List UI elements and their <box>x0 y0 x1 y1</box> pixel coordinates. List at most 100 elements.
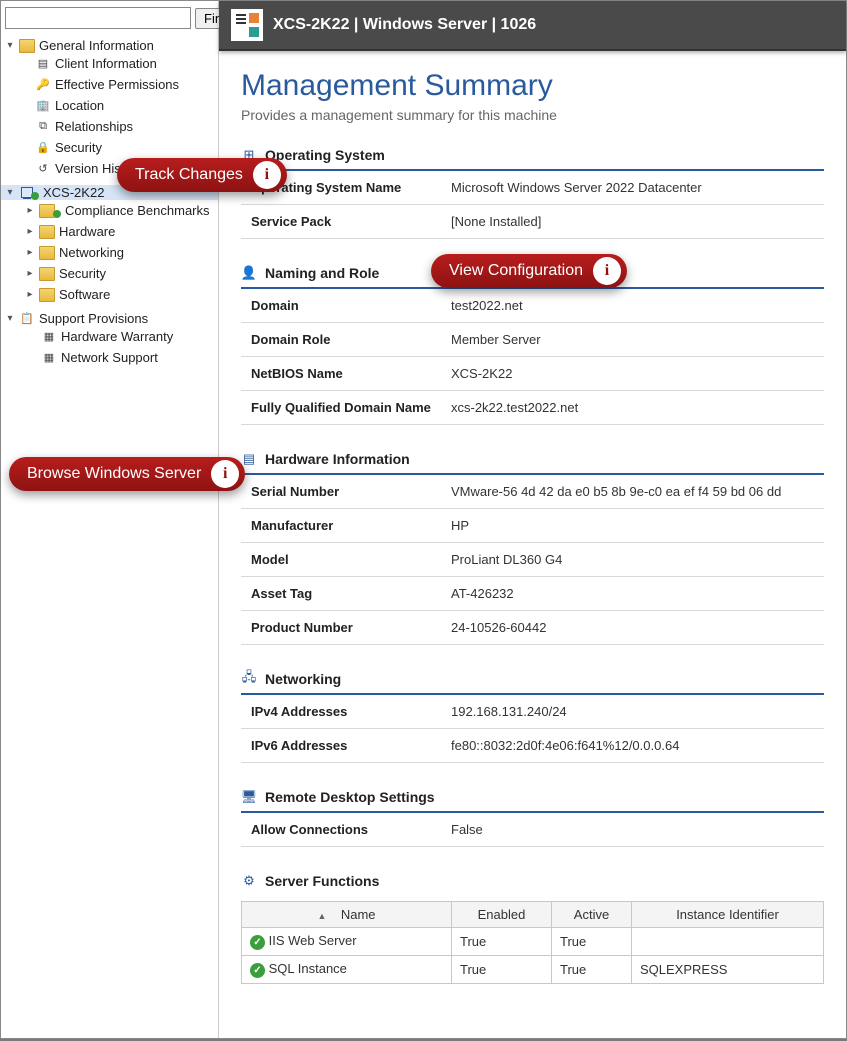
check-icon: ✓ <box>250 963 265 978</box>
page-subtitle: Provides a management summary for this m… <box>241 107 824 123</box>
section-title: Hardware Information <box>265 451 410 467</box>
tree-item-hardware-warranty[interactable]: ▦Hardware Warranty <box>1 329 218 344</box>
section-os: ⊞ Operating System Operating System Name… <box>241 147 824 239</box>
table-row: Fully Qualified Domain Namexcs-2k22.test… <box>241 391 824 425</box>
main-panel: XCS-2K22 | Windows Server | 1026 Managem… <box>219 1 846 1038</box>
grid-row[interactable]: ✓ SQL Instance True True SQLEXPRESS <box>242 956 824 984</box>
app-frame: Find ▾ General Information ▤Client Infor… <box>0 0 847 1039</box>
check-icon: ✓ <box>250 935 265 950</box>
section-hardware: ▤ Hardware Information Serial NumberVMwa… <box>241 451 824 645</box>
table-row: Allow ConnectionsFalse <box>241 813 824 847</box>
tree-item-security[interactable]: ▸Security <box>1 266 218 281</box>
caret-right-icon: ▸ <box>25 226 35 237</box>
callout-view-configuration[interactable]: View Configuration i <box>431 254 627 288</box>
link-icon: ⧉ <box>35 120 51 134</box>
section-networking: 🖧 Networking IPv4 Addresses192.168.131.2… <box>241 671 824 763</box>
folder-icon <box>39 288 55 302</box>
col-active[interactable]: Active <box>552 902 632 928</box>
content: Management Summary Provides a management… <box>219 51 846 1038</box>
tree-item-networking[interactable]: ▸Networking <box>1 245 218 260</box>
monitor-icon: 🖥 <box>241 789 257 805</box>
callout-browse-server[interactable]: Browse Windows Server i <box>9 457 245 491</box>
grid-row[interactable]: ✓ IIS Web Server True True <box>242 928 824 956</box>
info-icon: i <box>211 460 239 488</box>
rdp-table: Allow ConnectionsFalse <box>241 813 824 847</box>
building-icon: 🏢 <box>35 99 51 113</box>
header-bar: XCS-2K22 | Windows Server | 1026 <box>219 1 846 51</box>
tree-item-location[interactable]: 🏢Location <box>1 98 218 113</box>
header-title: XCS-2K22 | Windows Server | 1026 <box>273 16 536 34</box>
info-icon: i <box>253 161 281 189</box>
section-functions: ⚙ Server Functions ▲ Name Enabled Active… <box>241 873 824 984</box>
folder-open-icon <box>19 39 35 53</box>
table-row: IPv6 Addressesfe80::8032:2d0f:4e06:f641%… <box>241 729 824 763</box>
table-row: Product Number24-10526-60442 <box>241 611 824 645</box>
tree-item-hardware[interactable]: ▸Hardware <box>1 224 218 239</box>
callout-track-changes[interactable]: Track Changes i <box>117 158 287 192</box>
section-title: Naming and Role <box>265 265 379 281</box>
tree-item-effective-permissions[interactable]: 🔑Effective Permissions <box>1 77 218 92</box>
user-key-icon: 🔑 <box>35 78 51 92</box>
col-instance[interactable]: Instance Identifier <box>632 902 824 928</box>
app-icon <box>231 9 263 41</box>
sort-asc-icon: ▲ <box>317 911 326 921</box>
grid-header-row: ▲ Name Enabled Active Instance Identifie… <box>242 902 824 928</box>
folder-icon <box>39 267 55 281</box>
sidebar: Find ▾ General Information ▤Client Infor… <box>1 1 219 1038</box>
tree-item-compliance[interactable]: ▸Compliance Benchmarks <box>1 203 218 218</box>
caret-right-icon: ▸ <box>25 268 35 279</box>
clipboard-icon: 📋 <box>19 312 35 326</box>
table-row: Service Pack[None Installed] <box>241 205 824 239</box>
network-icon: 🖧 <box>241 671 257 687</box>
tree-item-relationships[interactable]: ⧉Relationships <box>1 119 218 134</box>
gears-icon: ⚙ <box>241 873 257 889</box>
tree-node-general-information[interactable]: ▾ General Information <box>1 38 218 53</box>
table-row: Domain RoleMember Server <box>241 323 824 357</box>
tree-item-security[interactable]: 🔒Security <box>1 140 218 155</box>
section-title: Operating System <box>265 147 385 163</box>
tree-item-software[interactable]: ▸Software <box>1 287 218 302</box>
tree-label: XCS-2K22 <box>43 185 104 200</box>
info-icon: i <box>593 257 621 285</box>
tree-node-support-provisions[interactable]: ▾ 📋 Support Provisions <box>1 311 218 326</box>
naming-table: Domaintest2022.net Domain RoleMember Ser… <box>241 289 824 425</box>
history-icon: ↺ <box>35 162 51 176</box>
tree-label: General Information <box>39 38 154 53</box>
col-name[interactable]: ▲ Name <box>242 902 452 928</box>
col-enabled[interactable]: Enabled <box>452 902 552 928</box>
os-table: Operating System NameMicrosoft Windows S… <box>241 171 824 239</box>
search-input[interactable] <box>5 7 191 29</box>
caret-right-icon: ▸ <box>25 247 35 258</box>
table-row: IPv4 Addresses192.168.131.240/24 <box>241 695 824 729</box>
table-row: ManufacturerHP <box>241 509 824 543</box>
networking-table: IPv4 Addresses192.168.131.240/24 IPv6 Ad… <box>241 695 824 763</box>
table-row: Asset TagAT-426232 <box>241 577 824 611</box>
tree-item-client-information[interactable]: ▤Client Information <box>1 56 218 71</box>
section-rdp: 🖥 Remote Desktop Settings Allow Connecti… <box>241 789 824 847</box>
table-row: NetBIOS NameXCS-2K22 <box>241 357 824 391</box>
nav-tree: ▾ General Information ▤Client Informatio… <box>1 35 218 371</box>
table-row: Domaintest2022.net <box>241 289 824 323</box>
page-title: Management Summary <box>241 69 824 103</box>
table-row: Operating System NameMicrosoft Windows S… <box>241 171 824 205</box>
folder-icon <box>39 246 55 260</box>
lock-icon: 🔒 <box>35 141 51 155</box>
hardware-table: Serial NumberVMware-56 4d 42 da e0 b5 8b… <box>241 475 824 645</box>
section-title: Networking <box>265 671 341 687</box>
check-dot-icon <box>53 210 61 218</box>
caret-right-icon: ▸ <box>25 289 35 300</box>
search-row: Find <box>1 5 218 35</box>
support-icon: ▦ <box>41 351 57 365</box>
caret-down-icon: ▾ <box>5 40 15 51</box>
caret-down-icon: ▾ <box>5 187 15 198</box>
user-role-icon: 👤 <box>241 265 257 281</box>
warranty-icon: ▦ <box>41 330 57 344</box>
status-dot-icon <box>31 192 39 200</box>
caret-right-icon: ▸ <box>25 205 35 216</box>
document-icon: ▤ <box>35 57 51 71</box>
tree-item-network-support[interactable]: ▦Network Support <box>1 350 218 365</box>
folder-icon <box>39 225 55 239</box>
chip-icon: ▤ <box>241 451 257 467</box>
table-row: Serial NumberVMware-56 4d 42 da e0 b5 8b… <box>241 475 824 509</box>
section-title: Remote Desktop Settings <box>265 789 435 805</box>
